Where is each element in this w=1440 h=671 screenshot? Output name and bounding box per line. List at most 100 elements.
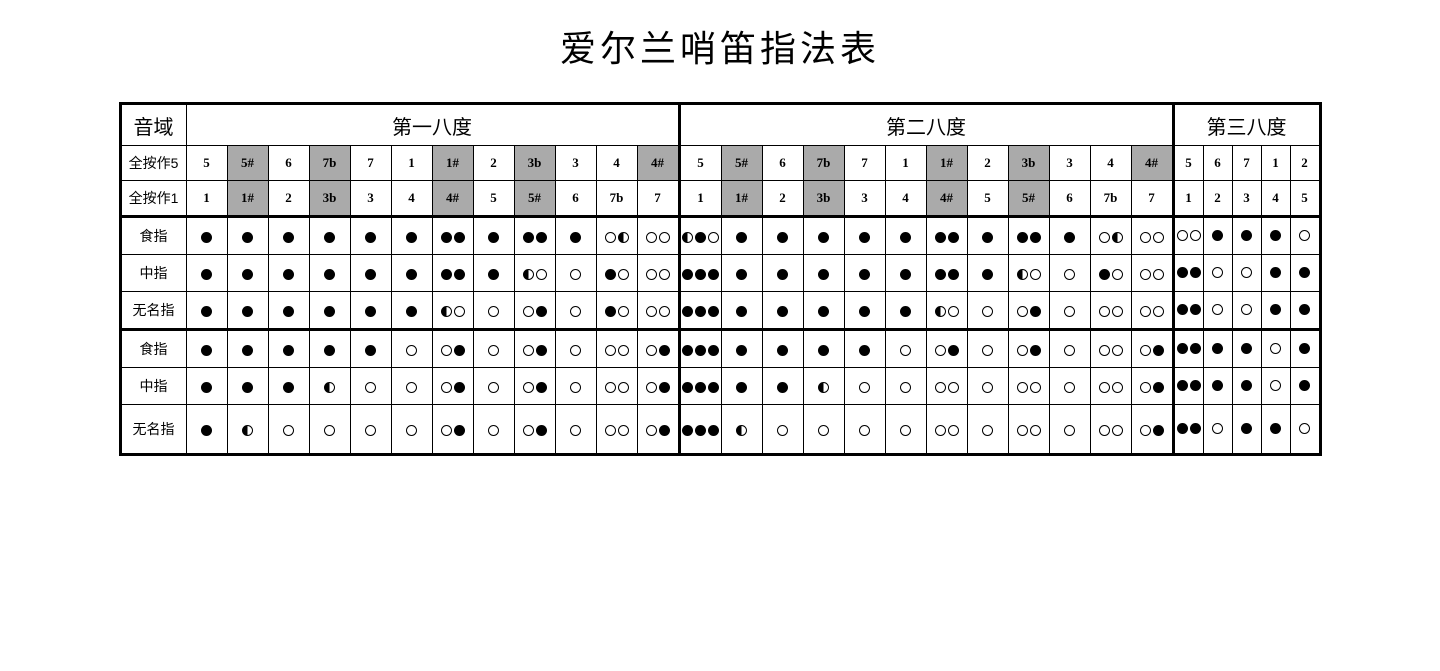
hole-closed-icon bbox=[695, 232, 706, 243]
note-cell: 7b bbox=[1090, 181, 1131, 217]
hole-closed-icon bbox=[242, 269, 253, 280]
fingering-cell bbox=[309, 368, 350, 405]
fingering-cell bbox=[1049, 217, 1090, 255]
fingering-cell bbox=[721, 405, 762, 455]
fingering-cell bbox=[186, 368, 227, 405]
hole-closed-icon bbox=[324, 269, 335, 280]
hole-open-icon bbox=[646, 425, 657, 436]
fingering-cell bbox=[596, 405, 637, 455]
note-cell: 3b bbox=[803, 181, 844, 217]
hole-closed-icon bbox=[982, 269, 993, 280]
fingering-cell bbox=[350, 292, 391, 330]
fingering-cell bbox=[350, 368, 391, 405]
fingering-cell bbox=[721, 292, 762, 330]
octave-header: 第一八度 bbox=[186, 104, 679, 146]
note-cell: 3b bbox=[514, 146, 555, 181]
fingering-cell bbox=[1261, 217, 1290, 255]
hole-open-icon bbox=[1140, 232, 1151, 243]
fingering-cell bbox=[1173, 405, 1203, 455]
hole-open-icon bbox=[818, 425, 829, 436]
fingering-cell bbox=[1290, 405, 1320, 455]
hole-half-icon bbox=[242, 425, 253, 436]
fingering-cell bbox=[762, 405, 803, 455]
note-cell: 5# bbox=[1008, 181, 1049, 217]
fingering-cell bbox=[721, 255, 762, 292]
fingering-cell bbox=[679, 255, 721, 292]
fingering-cell bbox=[432, 255, 473, 292]
hole-open-icon bbox=[935, 345, 946, 356]
hole-closed-icon bbox=[201, 345, 212, 356]
hole-open-icon bbox=[605, 345, 616, 356]
fingering-cell bbox=[1261, 405, 1290, 455]
fingering-cell bbox=[186, 405, 227, 455]
fingering-cell bbox=[391, 368, 432, 405]
note-cell: 5 bbox=[1173, 146, 1203, 181]
note-cell: 4# bbox=[432, 181, 473, 217]
hole-closed-icon bbox=[708, 306, 719, 317]
fingering-cell bbox=[967, 292, 1008, 330]
hole-closed-icon bbox=[1299, 304, 1310, 315]
fingering-cell bbox=[967, 368, 1008, 405]
fingering-cell bbox=[679, 368, 721, 405]
note-cell: 5 bbox=[473, 181, 514, 217]
hole-open-icon bbox=[646, 269, 657, 280]
hole-closed-icon bbox=[324, 345, 335, 356]
fingering-cell bbox=[1203, 330, 1232, 368]
hole-open-icon bbox=[646, 232, 657, 243]
hole-closed-icon bbox=[1241, 423, 1252, 434]
hole-open-icon bbox=[441, 382, 452, 393]
hole-open-icon bbox=[1153, 232, 1164, 243]
fingering-cell bbox=[350, 217, 391, 255]
hole-closed-icon bbox=[1153, 345, 1164, 356]
hole-open-icon bbox=[488, 425, 499, 436]
fingering-cell bbox=[227, 292, 268, 330]
fingering-cell bbox=[227, 255, 268, 292]
hole-closed-icon bbox=[1190, 267, 1201, 278]
fingering-cell bbox=[1290, 330, 1320, 368]
hole-closed-icon bbox=[777, 382, 788, 393]
hole-closed-icon bbox=[242, 232, 253, 243]
hole-open-icon bbox=[570, 269, 581, 280]
note-cell: 3 bbox=[1232, 181, 1261, 217]
note-cell: 5 bbox=[186, 146, 227, 181]
note-cell: 3b bbox=[1008, 146, 1049, 181]
hole-open-icon bbox=[454, 306, 465, 317]
hole-closed-icon bbox=[659, 345, 670, 356]
hole-open-icon bbox=[1064, 306, 1075, 317]
fingering-cell bbox=[1131, 405, 1173, 455]
fingering-cell bbox=[1173, 255, 1203, 292]
hole-open-icon bbox=[948, 382, 959, 393]
hole-open-icon bbox=[1064, 269, 1075, 280]
fingering-cell bbox=[596, 368, 637, 405]
hole-closed-icon bbox=[708, 269, 719, 280]
note-cell: 2 bbox=[1290, 146, 1320, 181]
fingering-cell bbox=[514, 368, 555, 405]
hole-open-icon bbox=[859, 382, 870, 393]
hole-closed-icon bbox=[1299, 380, 1310, 391]
fingering-cell bbox=[1173, 330, 1203, 368]
hole-open-icon bbox=[1212, 267, 1223, 278]
hole-open-icon bbox=[708, 232, 719, 243]
hole-closed-icon bbox=[682, 345, 693, 356]
fingering-cell bbox=[679, 330, 721, 368]
fingering-cell bbox=[1203, 368, 1232, 405]
hole-open-icon bbox=[488, 382, 499, 393]
hole-closed-icon bbox=[935, 269, 946, 280]
fingering-cell bbox=[1261, 368, 1290, 405]
hole-closed-icon bbox=[365, 232, 376, 243]
fingering-cell bbox=[596, 255, 637, 292]
hole-half-icon bbox=[324, 382, 335, 393]
hole-closed-icon bbox=[1153, 382, 1164, 393]
hole-closed-icon bbox=[283, 269, 294, 280]
finger-row-label: 无名指 bbox=[120, 405, 186, 455]
hole-open-icon bbox=[900, 425, 911, 436]
hole-open-icon bbox=[1099, 382, 1110, 393]
hole-closed-icon bbox=[736, 382, 747, 393]
hole-closed-icon bbox=[201, 232, 212, 243]
note-cell: 5# bbox=[721, 146, 762, 181]
hole-closed-icon bbox=[1241, 230, 1252, 241]
fingering-cell bbox=[555, 255, 596, 292]
hole-closed-icon bbox=[1017, 232, 1028, 243]
fingering-cell bbox=[885, 255, 926, 292]
hole-open-icon bbox=[1030, 425, 1041, 436]
